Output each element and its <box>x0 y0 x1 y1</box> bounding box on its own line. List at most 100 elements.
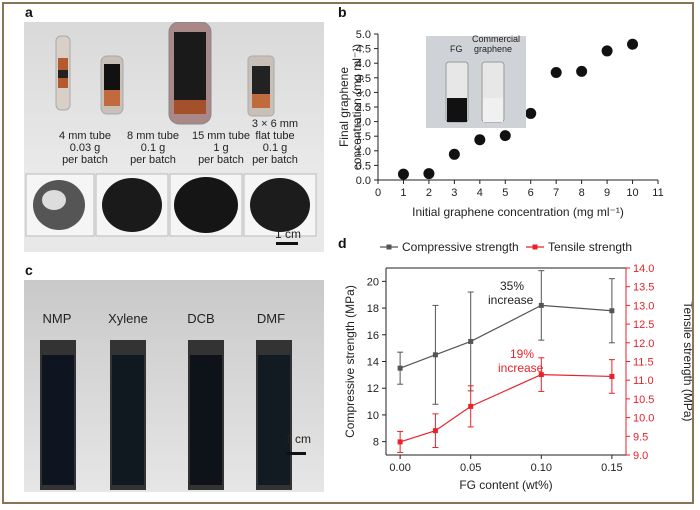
right-tick-label: 13.5 <box>633 282 654 294</box>
scale-bar-label-a: 1 cm <box>274 227 301 241</box>
tube-label-2: 8 mm tube 0.1 g per batch <box>127 130 179 166</box>
y-tick-label: 1.5 <box>356 131 371 143</box>
left-tick-label: 14 <box>367 357 379 369</box>
x-axis-title: Initial graphene concentration (mg ml⁻¹) <box>412 205 624 219</box>
x-tick-label: 10 <box>626 187 638 199</box>
strength-chart: 0.00 0.05 0.10 0.15 8 10 12 14 16 18 20 9.0 9.5 10.0 1… <box>343 240 692 492</box>
data-point <box>397 365 403 371</box>
data-point <box>423 168 435 180</box>
data-point <box>468 403 474 409</box>
data-point <box>550 67 562 79</box>
left-tick-label: 20 <box>367 276 379 288</box>
annotation-tensile-pct: 19% <box>510 347 534 361</box>
legend-label-compressive: Compressive strength <box>402 240 519 254</box>
series-line-1 <box>399 373 612 443</box>
scatter-chart: 0 1 2 3 4 5 6 7 8 9 10 11 0.0 0.5 1.0 1.5 2.0 2.5 3.0 3.5 4.… <box>337 29 664 219</box>
tube-label-3: 15 mm tube 1 g per batch <box>191 130 251 166</box>
right-tick-label: 10.5 <box>633 394 654 406</box>
data-point <box>499 130 511 142</box>
inset-vial-commercial-liquid <box>483 98 503 122</box>
panel-label-d: d <box>338 235 347 251</box>
series-line-0 <box>399 304 612 369</box>
inset-label-fg: FG <box>450 44 463 54</box>
x-tick-label: 9 <box>604 187 610 199</box>
solvent-label-dmf: DMF <box>256 311 286 326</box>
left-tick-label: 18 <box>367 303 379 315</box>
y-tick-label: 0.0 <box>356 175 371 187</box>
inset-photo <box>426 36 526 128</box>
x-tick-label: 4 <box>477 187 483 199</box>
solvent-label-nmp: NMP <box>42 311 72 326</box>
data-point <box>609 308 615 314</box>
scale-bar-label-c: 1 cm <box>284 432 311 446</box>
x-tick-label: 7 <box>553 187 559 199</box>
vial-illustration <box>40 340 306 490</box>
data-point <box>538 302 544 308</box>
figure-frame <box>2 2 694 504</box>
data-point <box>432 352 438 358</box>
data-point <box>474 134 486 146</box>
x-tick-label: 2 <box>426 187 432 199</box>
data-point <box>397 439 403 445</box>
right-axis-title: Tensile strength (MPa) <box>681 301 692 421</box>
tube-label-1: 4 mm tube 0.03 g per batch <box>59 130 111 166</box>
y-tick-label: 3.0 <box>356 87 371 99</box>
data-point <box>576 65 588 77</box>
x-tick-label: 0 <box>375 187 381 199</box>
left-tick-label: 10 <box>367 410 379 422</box>
data-point <box>448 148 460 160</box>
data-point <box>397 168 409 180</box>
x-tick-label: 0.00 <box>389 462 410 474</box>
tube-illustration <box>24 22 324 252</box>
right-tick-label: 10.0 <box>633 413 654 425</box>
data-point <box>609 373 615 379</box>
legend-label-tensile: Tensile strength <box>548 240 632 254</box>
y-tick-label: 3.5 <box>356 73 371 85</box>
y-tick-label: 4.5 <box>356 44 371 56</box>
x-axis-title: FG content (wt%) <box>459 478 552 492</box>
x-tick-label: 3 <box>451 187 457 199</box>
x-tick-label: 0.05 <box>460 462 481 474</box>
right-tick-label: 11.5 <box>633 357 654 369</box>
data-point <box>538 372 544 378</box>
y-axis-title-line1: Final graphene <box>337 67 351 147</box>
solvent-label-dcb: DCB <box>187 311 215 326</box>
left-tick-label: 12 <box>367 383 379 395</box>
inset-vial-fg-liquid <box>447 98 467 122</box>
y-tick-label: 5.0 <box>356 29 371 41</box>
panel-label-a: a <box>25 4 33 20</box>
annotation-compressive-text: increase <box>488 293 534 307</box>
tube-photo <box>24 22 324 252</box>
right-tick-label: 14.0 <box>633 263 654 275</box>
solvent-label-xylene: Xylene <box>108 311 148 326</box>
x-tick-label: 6 <box>528 187 534 199</box>
data-point <box>468 338 474 344</box>
tube-label-4: 3 × 6 mm flat tube 0.1 g per batch <box>251 118 299 166</box>
y-tick-label: 0.5 <box>356 160 371 172</box>
vial-photo <box>24 280 324 492</box>
left-axis-title: Compressive strength (MPa) <box>343 285 357 438</box>
data-point <box>432 428 438 434</box>
y-axis-title-line2: concentration (mg ml⁻¹) <box>350 44 364 170</box>
y-tick-label: 2.5 <box>356 102 371 114</box>
y-tick-label: 4.0 <box>356 58 371 70</box>
data-point <box>601 45 613 57</box>
x-tick-label: 0.10 <box>531 462 552 474</box>
y-tick-label: 1.0 <box>356 146 371 158</box>
annotation-tensile-text: increase <box>498 361 544 375</box>
x-tick-label: 11 <box>652 187 663 199</box>
right-tick-label: 13.0 <box>633 300 654 312</box>
right-tick-label: 9.0 <box>633 450 648 462</box>
x-tick-label: 8 <box>579 187 585 199</box>
left-tick-label: 8 <box>373 437 379 449</box>
x-tick-label: 1 <box>400 187 406 199</box>
right-tick-label: 12.5 <box>633 319 654 331</box>
right-tick-label: 11.0 <box>633 375 654 387</box>
data-point <box>627 38 639 50</box>
legend-marker-tensile <box>532 244 538 250</box>
data-point <box>525 107 537 119</box>
right-tick-label: 12.0 <box>633 338 654 350</box>
x-tick-label: 0.15 <box>601 462 622 474</box>
annotation-compressive-pct: 35% <box>500 279 524 293</box>
inset-label-commercial: Commercial <box>472 34 520 44</box>
